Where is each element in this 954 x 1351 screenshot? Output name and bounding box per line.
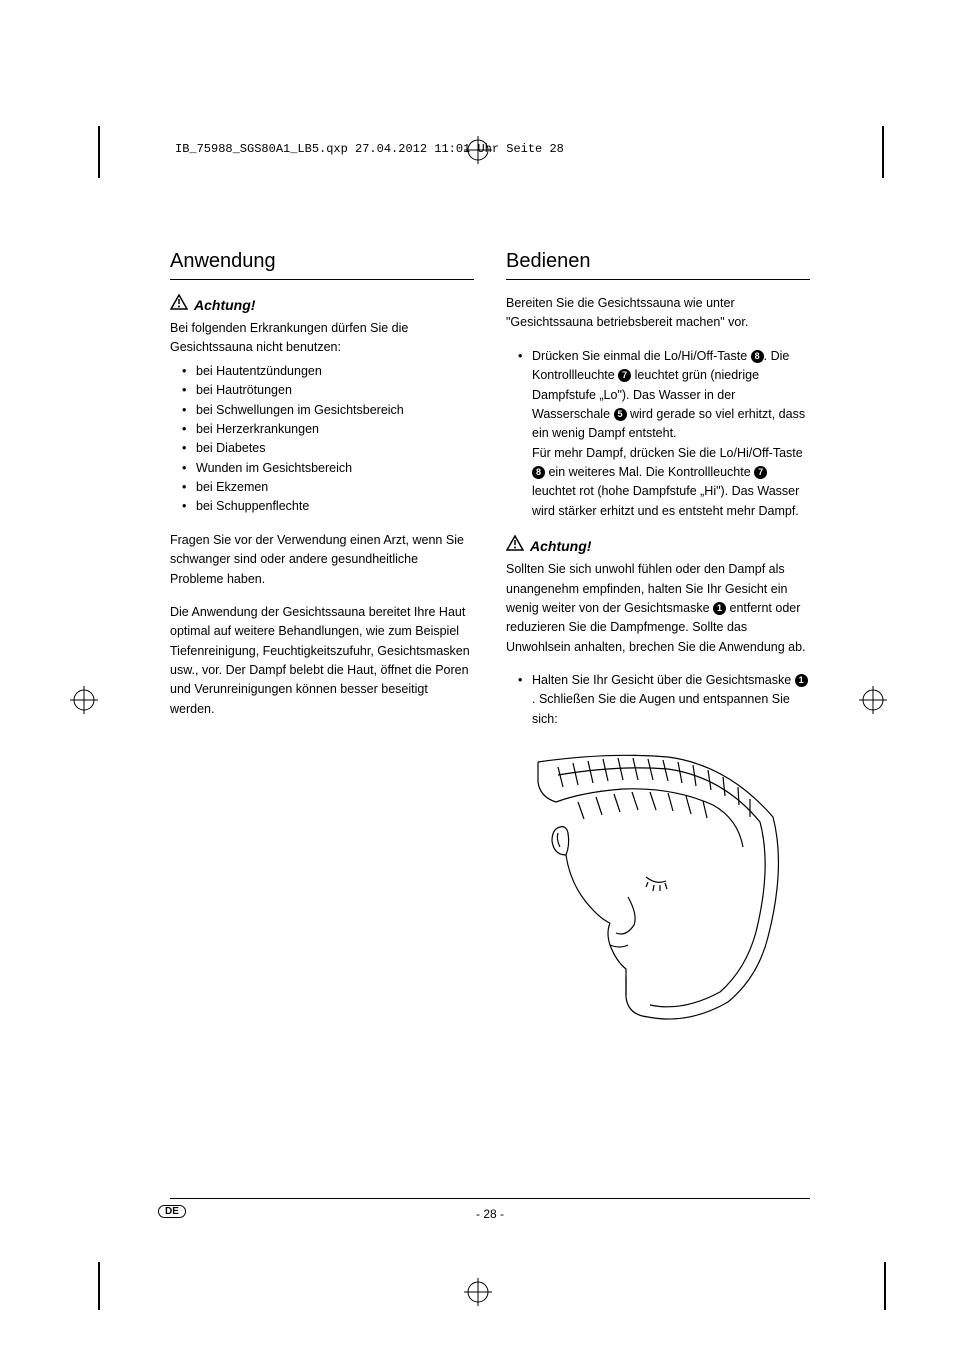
warning-block: Achtung! (506, 535, 810, 556)
left-column: Anwendung Achtung! Bei folgenden Erkrank… (170, 250, 474, 1032)
list-item: bei Ekzemen (182, 478, 474, 497)
list-item: bei Schuppenflechte (182, 497, 474, 516)
list-item: bei Diabetes (182, 439, 474, 458)
list-item: bei Schwellungen im Gesichtsbereich (182, 401, 474, 420)
right-column: Bedienen Bereiten Sie die Gesichtssauna … (506, 250, 810, 1032)
register-mark-top (464, 136, 492, 169)
list-item: Drücken Sie einmal die Lo/Hi/Off-Taste 8… (518, 347, 810, 521)
ref-8-icon: 8 (532, 466, 545, 479)
ref-5-icon: 5 (614, 408, 627, 421)
operation-steps-2: Halten Sie Ihr Gesicht über die Gesichts… (518, 671, 810, 729)
register-mark-bottom (464, 1278, 492, 1311)
ref-8-icon: 8 (751, 350, 764, 363)
discomfort-warning: Sollten Sie sich unwohl fühlen oder den … (506, 560, 810, 657)
page-content: Anwendung Achtung! Bei folgenden Erkrank… (170, 250, 810, 1032)
ref-1-icon: 1 (795, 674, 808, 687)
face-sauna-illustration (506, 747, 810, 1032)
prepare-text: Bereiten Sie die Gesichtssauna wie unter… (506, 294, 810, 333)
crop-mark-bottom-left (98, 1262, 100, 1310)
crop-mark-bottom-right (884, 1262, 886, 1310)
warning-label: Achtung! (194, 297, 255, 313)
list-item: Halten Sie Ihr Gesicht über die Gesichts… (518, 671, 810, 729)
warning-block: Achtung! (170, 294, 474, 315)
page-footer: DE - 28 - (170, 1198, 810, 1221)
list-item: bei Hautrötungen (182, 381, 474, 400)
warning-icon (506, 535, 524, 556)
ref-7-icon: 7 (754, 466, 767, 479)
list-item: bei Herzerkrankungen (182, 420, 474, 439)
warning-icon (170, 294, 188, 315)
warning-label: Achtung! (530, 538, 591, 554)
heading-anwendung: Anwendung (170, 250, 474, 280)
page-number: - 28 - (170, 1207, 810, 1221)
list-item: bei Hautentzündungen (182, 362, 474, 381)
contraindication-list: bei Hautentzündungen bei Hautrötungen be… (182, 362, 474, 517)
heading-bedienen: Bedienen (506, 250, 810, 280)
register-mark-right (859, 686, 887, 719)
list-item: Wunden im Gesichtsbereich (182, 459, 474, 478)
doctor-advice: Fragen Sie vor der Verwendung einen Arzt… (170, 531, 474, 589)
print-header: IB_75988_SGS80A1_LB5.qxp 27.04.2012 11:0… (175, 142, 564, 156)
operation-steps: Drücken Sie einmal die Lo/Hi/Off-Taste 8… (518, 347, 810, 521)
ref-7-icon: 7 (618, 369, 631, 382)
benefits-text: Die Anwendung der Gesichtssauna bereitet… (170, 603, 474, 719)
register-mark-left (70, 686, 98, 719)
intro-text: Bei folgenden Erkrankungen dürfen Sie di… (170, 319, 474, 358)
language-badge: DE (158, 1205, 186, 1218)
ref-1-icon: 1 (713, 602, 726, 615)
